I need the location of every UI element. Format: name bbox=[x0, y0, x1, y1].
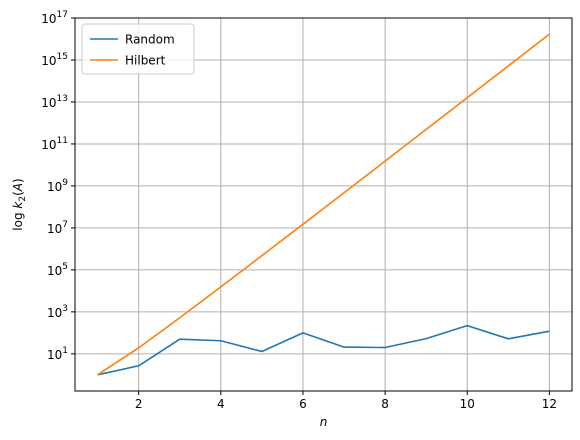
x-axis-ticks: 2 4 6 8 10 12 bbox=[135, 391, 557, 411]
x-tick-label: 6 bbox=[299, 397, 307, 411]
legend-box bbox=[81, 23, 195, 75]
y-tick-label: 103 bbox=[47, 304, 68, 320]
y-axis-label: log k2(A) bbox=[11, 178, 28, 230]
y-tick-label: 1015 bbox=[41, 52, 68, 68]
y-tick-label: 101 bbox=[47, 346, 68, 362]
y-tick-label: 1017 bbox=[41, 10, 68, 26]
y-tick-label: 107 bbox=[47, 220, 68, 236]
x-tick-label: 4 bbox=[217, 397, 225, 411]
legend-label: Random bbox=[125, 33, 175, 47]
y-tick-label: 109 bbox=[47, 178, 68, 194]
y-tick-label: 1011 bbox=[41, 136, 68, 152]
x-tick-label: 10 bbox=[460, 397, 475, 411]
legend-label: Hilbert bbox=[125, 54, 166, 68]
x-tick-label: 12 bbox=[542, 397, 557, 411]
y-tick-label: 1013 bbox=[41, 94, 68, 110]
series-line-hilbert bbox=[97, 33, 550, 376]
series-lines bbox=[97, 33, 550, 376]
x-tick-label: 8 bbox=[381, 397, 389, 411]
x-tick-label: 2 bbox=[135, 397, 143, 411]
series-line-random bbox=[97, 324, 550, 376]
x-axis-label: n bbox=[320, 415, 328, 429]
plot-frame bbox=[74, 17, 573, 392]
y-tick-label: 105 bbox=[47, 262, 68, 278]
y-axis-ticks: 101 103 105 107 109 1011 1013 1015 1017 bbox=[41, 10, 75, 362]
legend: Random Hilbert bbox=[81, 23, 195, 75]
